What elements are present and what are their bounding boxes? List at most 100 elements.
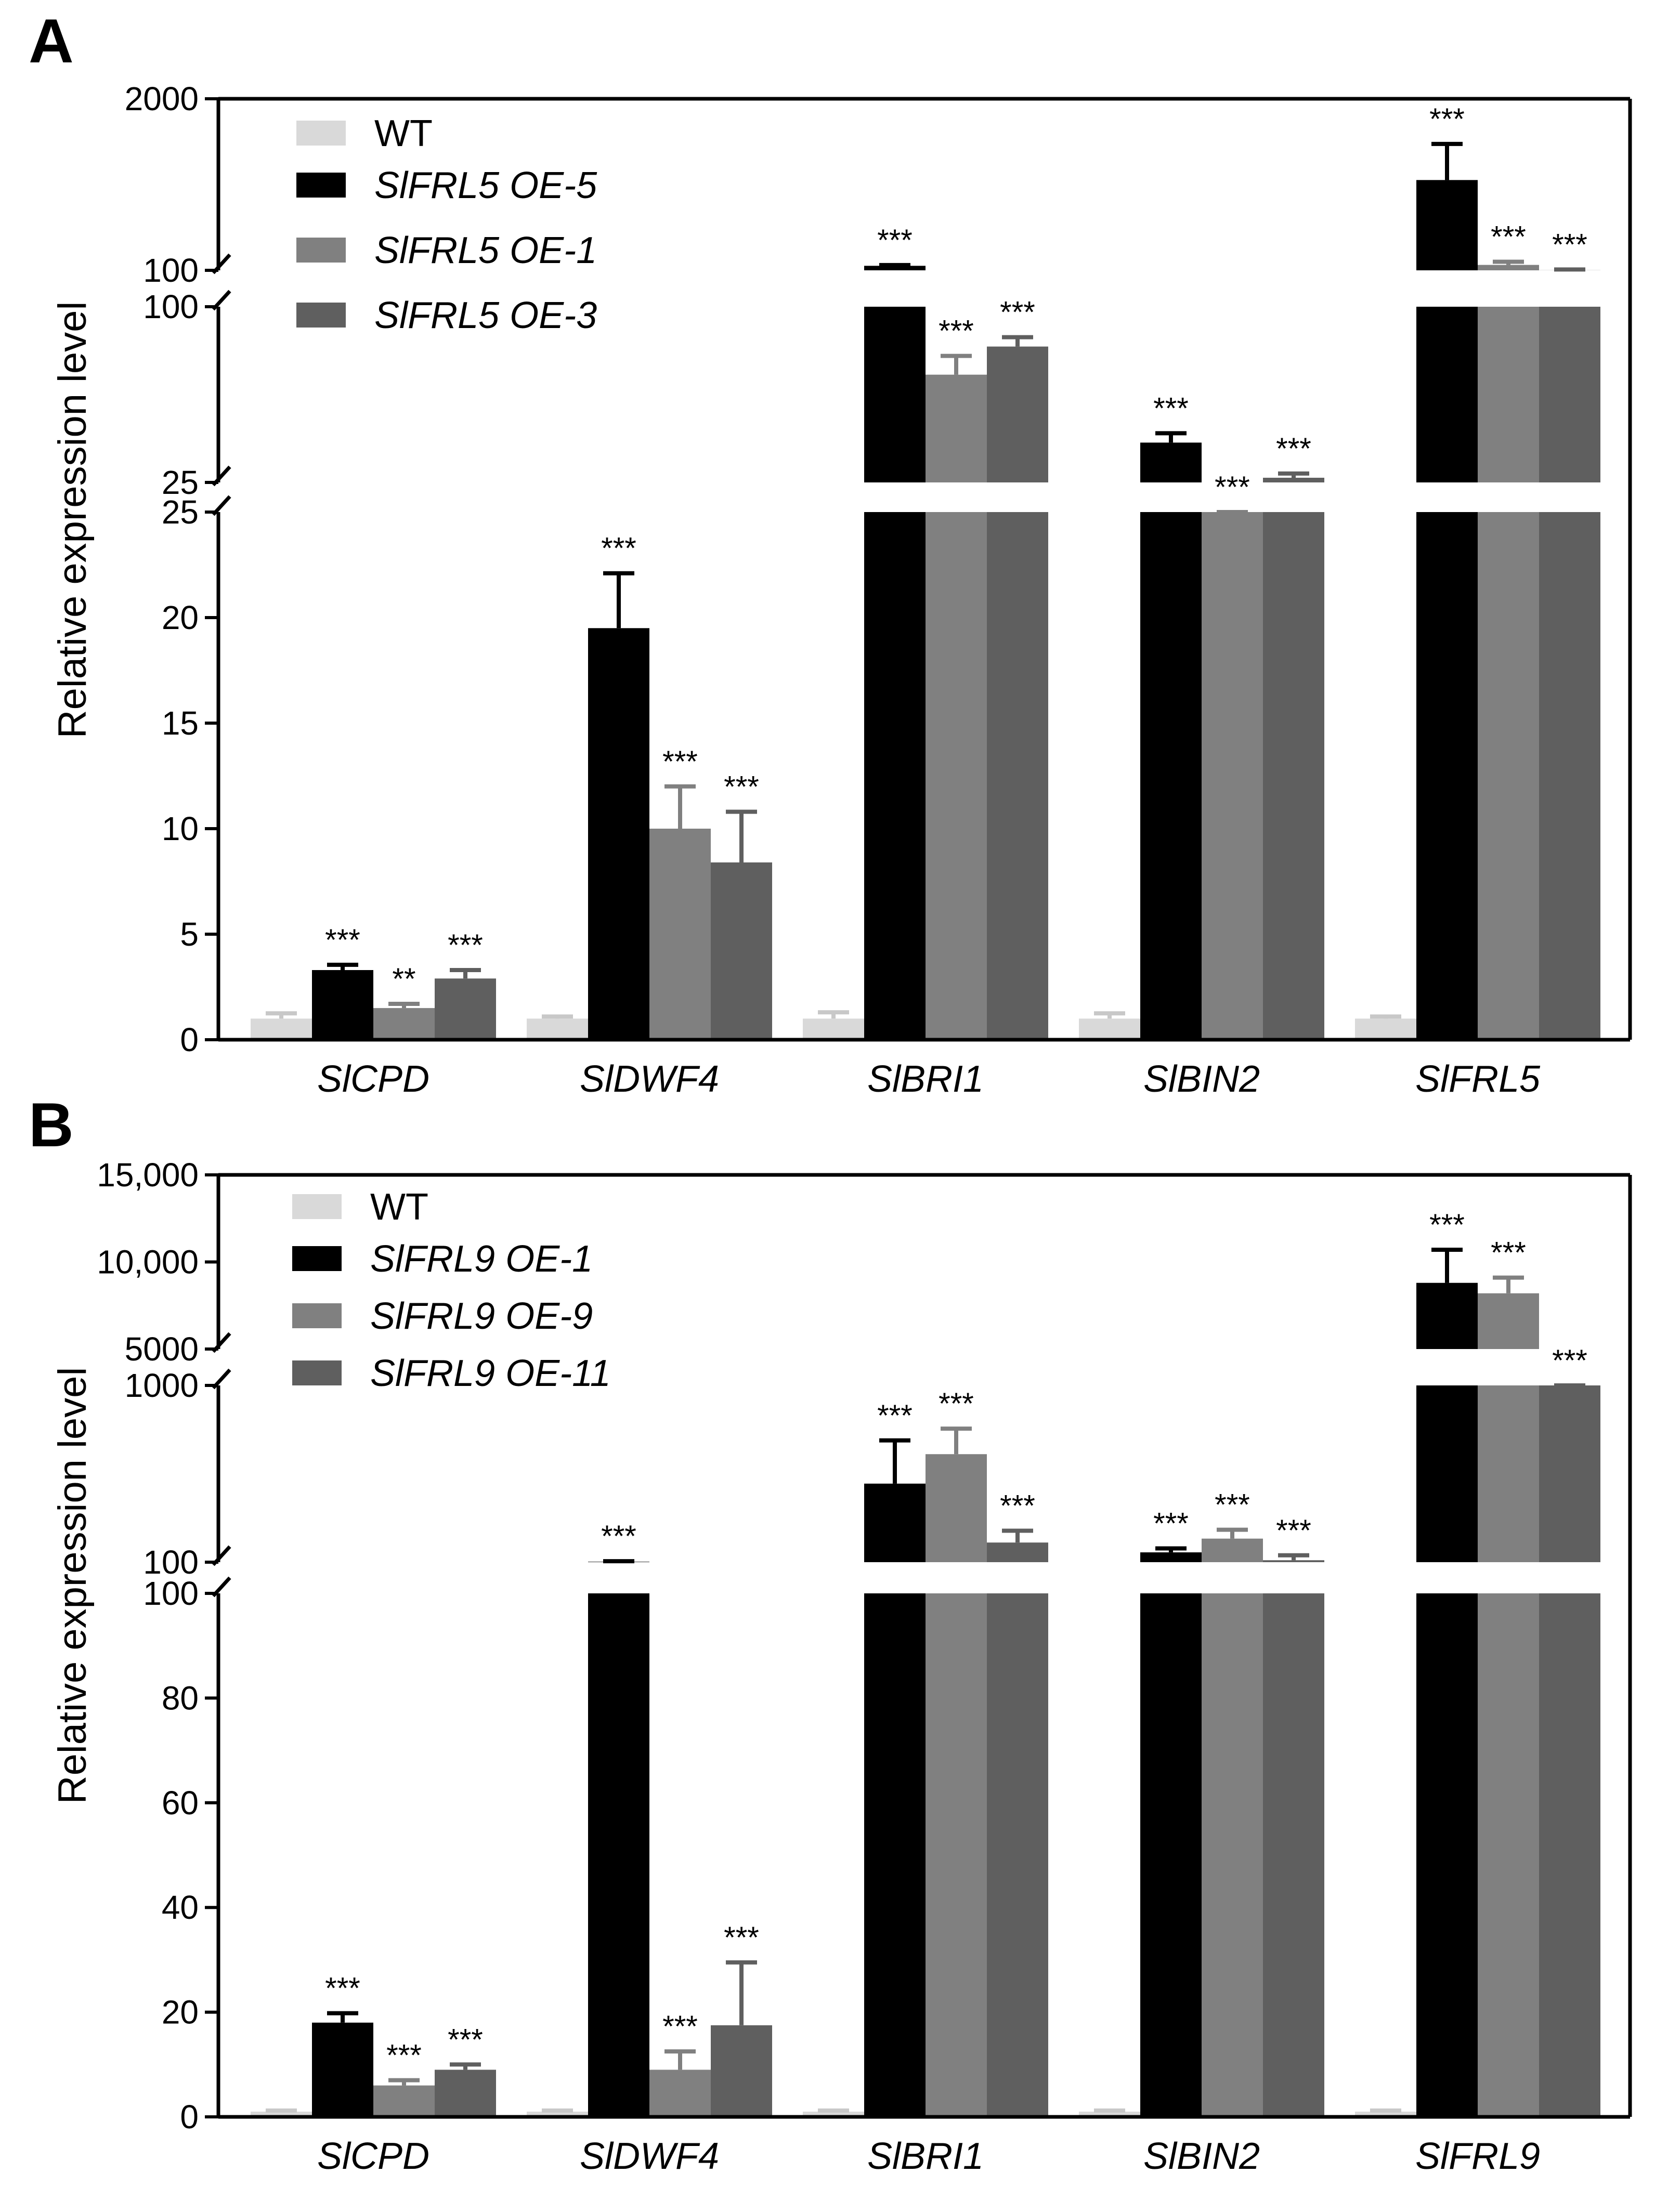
bar-slbri1-slfrl5-oe-5-seg2 [864, 266, 926, 270]
y-tick-label-seg0-2: 40 [162, 1889, 199, 1926]
bar-slbin2-slfrl5-oe-5-seg1 [1140, 442, 1202, 482]
legend-swatch-oe1 [292, 1246, 342, 1271]
sig-label-slbri1-slfrl5-oe-1: *** [939, 315, 974, 348]
sig-label-slcpd-slfrl5-oe-5: *** [325, 923, 360, 957]
legend-label-oe1: SlFRL5 OE-1 [374, 230, 597, 271]
sig-label-slbin2-slfrl5-oe-1: *** [1215, 470, 1250, 504]
sig-label-slbri1-slfrl5-oe-3: *** [1000, 296, 1035, 330]
x-tick-label-slbin2: SlBIN2 [1143, 1058, 1260, 1100]
bar-slfrl9-slfrl9-oe-1-seg0 [1416, 1593, 1478, 2117]
panel-b-legend: WT SlFRL9 OE-1 SlFRL9 OE-9 SlFRL9 OE-11 [292, 1186, 611, 1394]
bar-slfrl9-slfrl9-oe-1-seg2 [1416, 1282, 1478, 1349]
bar-slfrl9-slfrl9-oe-9-seg1 [1478, 1385, 1539, 1562]
sig-label-slbri1-slfrl9-oe-1: *** [877, 1399, 913, 1433]
sig-label-sldwf4-slfrl9-oe-9: *** [662, 2010, 698, 2044]
y-tick-label-seg1-1: 1000 [125, 1367, 199, 1404]
sig-label-sldwf4-slfrl9-oe-11: *** [724, 1921, 759, 1955]
y-tick-label-seg0-4: 80 [162, 1679, 199, 1717]
bar-slfrl9-slfrl9-oe-9-seg0 [1478, 1593, 1539, 2117]
sig-label-slcpd-slfrl5-oe-1: ** [392, 962, 415, 996]
sig-label-sldwf4-slfrl5-oe-3: *** [724, 770, 759, 804]
bar-slfrl5-slfrl5-oe-5-seg1 [1416, 307, 1478, 482]
y-tick-label-seg0-4: 20 [162, 599, 199, 636]
y-tick-label-seg0-0: 0 [180, 2098, 199, 2136]
bar-slcpd-slfrl9-oe-1-seg0 [312, 2022, 373, 2117]
legend-label-oe1: SlFRL9 OE-1 [370, 1238, 593, 1280]
bar-slbin2-slfrl9-oe-9-seg0 [1202, 1593, 1263, 2117]
bar-slfrl9-wt-seg0 [1355, 2111, 1416, 2117]
sig-label-sldwf4-slfrl5-oe-1: *** [662, 745, 698, 779]
bar-slbri1-wt-seg0 [803, 1018, 864, 1040]
sig-label-sldwf4-slfrl5-oe-5: *** [601, 532, 636, 566]
bar-slfrl5-slfrl5-oe-3-seg1 [1539, 307, 1600, 482]
bar-slcpd-slfrl5-oe-3-seg0 [435, 978, 496, 1040]
panel-b-ylabel: Relative expression level [50, 1367, 95, 1804]
legend-swatch-wt [292, 1194, 342, 1219]
x-tick-label-slcpd: SlCPD [317, 2136, 429, 2177]
bar-slbri1-slfrl5-oe-3-seg1 [987, 346, 1048, 482]
sig-label-slbin2-slfrl9-oe-9: *** [1215, 1488, 1250, 1522]
bar-slfrl9-slfrl9-oe-1-seg1 [1416, 1385, 1478, 1562]
y-tick-label-seg2-0: 100 [143, 252, 199, 289]
bar-slcpd-wt-seg0 [251, 1018, 312, 1040]
bar-slbri1-wt-seg0 [803, 2111, 864, 2117]
x-tick-label-slfrl9: SlFRL9 [1415, 2136, 1540, 2177]
bar-sldwf4-wt-seg0 [527, 2111, 588, 2117]
panel-b-letter: B [29, 1090, 74, 1160]
axis-break-lower-1 [212, 1368, 231, 1390]
sig-label-slbin2-slfrl5-oe-3: *** [1276, 432, 1311, 466]
y-tick-label-seg0-1: 20 [162, 1994, 199, 2031]
legend-label-wt: WT [374, 113, 433, 154]
bar-slbri1-slfrl5-oe-5-seg0 [864, 512, 926, 1040]
bar-slcpd-slfrl5-oe-5-seg0 [312, 970, 373, 1040]
x-tick-label-slbin2: SlBIN2 [1143, 2136, 1260, 2177]
sig-label-slcpd-slfrl9-oe-11: *** [448, 2023, 483, 2057]
bar-slbin2-slfrl5-oe-1-seg0 [1202, 512, 1263, 1040]
y-tick-label-seg2-2: 15,000 [97, 1156, 199, 1194]
bar-slbri1-slfrl5-oe-3-seg0 [987, 512, 1048, 1040]
sig-label-slcpd-slfrl9-oe-1: *** [325, 1972, 360, 2006]
bar-slfrl5-slfrl5-oe-5-seg0 [1416, 512, 1478, 1040]
panel-a-legend: WT SlFRL5 OE-5 SlFRL5 OE-1 SlFRL5 OE-3 [296, 113, 597, 336]
x-tick-label-sldwf4: SlDWF4 [580, 1058, 719, 1100]
sig-label-slbri1-slfrl9-oe-11: *** [1000, 1489, 1035, 1523]
bar-slbin2-slfrl9-oe-9-seg1 [1202, 1538, 1263, 1562]
legend-label-oe9: SlFRL9 OE-9 [370, 1295, 593, 1337]
bar-slbin2-slfrl9-oe-11-seg0 [1263, 1593, 1324, 2117]
axis-break-lower-1 [212, 290, 231, 311]
y-tick-label-seg0-5: 25 [162, 493, 199, 531]
panel-b-plot: *** *** *** SlCPD *** *** *** SlDWF4 *** *** *** Sl… [97, 1156, 1632, 2177]
legend-swatch-wt [296, 121, 346, 146]
bar-sldwf4-slfrl9-oe-1-seg0 [588, 1593, 649, 2117]
x-tick-label-sldwf4: SlDWF4 [580, 2136, 719, 2177]
bar-slbri1-slfrl5-oe-1-seg0 [926, 512, 987, 1040]
sig-label-slbri1-slfrl5-oe-5: *** [877, 224, 913, 257]
bar-slbin2-wt-seg0 [1079, 1018, 1140, 1040]
panel-b: B Relative expression level *** *** *** SlC… [29, 1090, 1632, 2177]
legend-label-oe5: SlFRL5 OE-5 [374, 165, 597, 206]
bar-slcpd-wt-seg0 [251, 2111, 312, 2117]
bar-sldwf4-slfrl5-oe-1-seg0 [649, 829, 711, 1040]
bar-slbin2-slfrl5-oe-3-seg0 [1263, 512, 1324, 1040]
bar-slbin2-slfrl9-oe-1-seg0 [1140, 1593, 1202, 2117]
legend-label-oe11: SlFRL9 OE-11 [370, 1353, 611, 1394]
bar-slbri1-slfrl9-oe-1-seg0 [864, 1593, 926, 2117]
bar-slbin2-slfrl5-oe-5-seg0 [1140, 512, 1202, 1040]
sig-label-slcpd-slfrl9-oe-9: *** [386, 2039, 422, 2073]
y-tick-label-seg2-0: 5000 [125, 1330, 199, 1368]
y-tick-label-seg0-1: 5 [180, 915, 199, 953]
bar-slfrl5-wt-seg0 [1355, 1018, 1416, 1040]
bar-sldwf4-slfrl9-oe-11-seg0 [711, 2025, 772, 2117]
legend-swatch-oe1 [296, 238, 346, 263]
x-tick-label-slfrl5: SlFRL5 [1415, 1058, 1541, 1100]
y-tick-label-seg1-0: 25 [162, 464, 199, 501]
bar-slbri1-slfrl9-oe-1-seg1 [864, 1483, 926, 1562]
sig-label-slbri1-slfrl9-oe-9: *** [939, 1387, 974, 1421]
legend-swatch-oe9 [292, 1303, 342, 1328]
bar-slfrl9-slfrl9-oe-11-seg1 [1539, 1385, 1600, 1562]
bar-sldwf4-slfrl5-oe-5-seg0 [588, 628, 649, 1040]
bar-slbri1-slfrl5-oe-5-seg1 [864, 307, 926, 482]
sig-label-sldwf4-slfrl9-oe-1: *** [601, 1520, 636, 1553]
bar-slfrl5-slfrl5-oe-3-seg0 [1539, 512, 1600, 1040]
bar-slbri1-slfrl9-oe-11-seg1 [987, 1542, 1048, 1562]
